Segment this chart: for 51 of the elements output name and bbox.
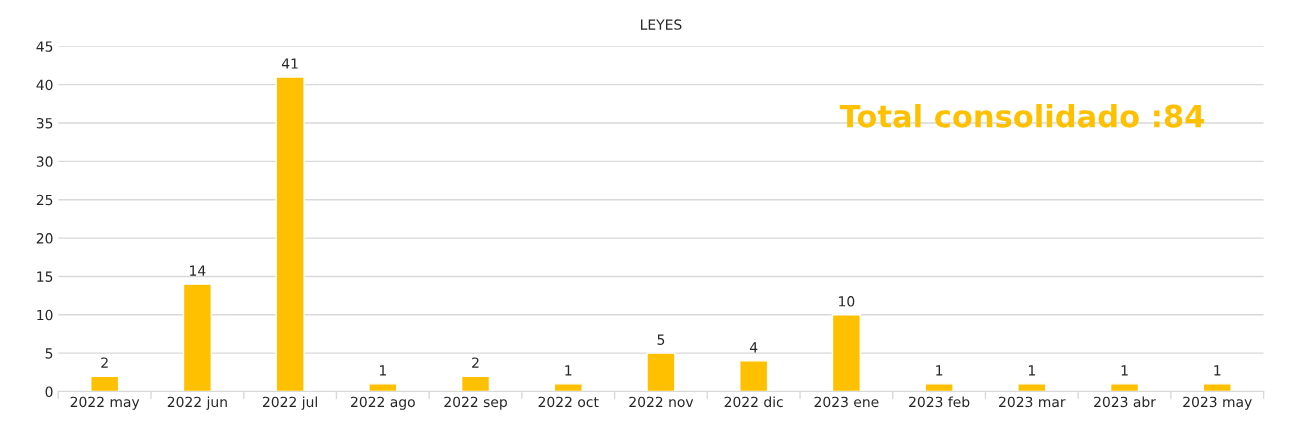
x-tick-label: 2022 jun: [167, 396, 227, 410]
data-label: 10: [839, 296, 855, 307]
data-label: 1: [1028, 365, 1035, 376]
bar: [1017, 383, 1047, 392]
bar: [1202, 383, 1232, 392]
bar: [646, 352, 676, 392]
x-tick-label: 2023 abr: [1094, 396, 1156, 408]
data-label: 4: [749, 342, 758, 353]
data-label: 14: [190, 265, 206, 276]
data-label: 1: [379, 365, 386, 376]
x-tick-label: 2022 oct: [538, 396, 599, 408]
bar: [182, 283, 212, 392]
y-tick-label: 5: [45, 348, 53, 359]
x-tick-label: 2022 sep: [444, 396, 507, 410]
y-tick-label: 15: [37, 271, 53, 282]
data-label: 41: [281, 58, 298, 69]
bar: [924, 383, 954, 392]
x-tick-label: 2023 mar: [999, 396, 1066, 408]
bar: [90, 375, 120, 392]
x-tick-label: 2022 may: [70, 396, 140, 410]
y-tick-label: 10: [37, 309, 53, 321]
y-tick-label: 30: [36, 156, 53, 167]
chart-title: LEYES: [641, 19, 682, 30]
x-tick-label: 2022 ago: [351, 396, 415, 410]
bar: [1109, 383, 1140, 392]
data-label: 2: [101, 357, 108, 368]
bar: [275, 76, 305, 392]
data-label: 1: [936, 365, 943, 376]
bar: [368, 383, 398, 392]
x-tick-label: 2023 feb: [909, 396, 970, 408]
y-tick-label: 45: [36, 41, 53, 52]
x-tick-label: 2023 may: [1183, 396, 1252, 410]
y-tick-label: 35: [36, 117, 53, 129]
y-tick-label: 25: [36, 194, 53, 206]
y-tick-label: 40: [36, 79, 53, 91]
bar: [831, 314, 861, 392]
y-tick-label: 20: [36, 233, 53, 244]
data-label: 2: [472, 357, 479, 368]
y-tick-label: 0: [45, 386, 53, 397]
x-tick-label: 2022 nov: [629, 396, 694, 408]
x-tick-label: 2023 ene: [814, 396, 879, 408]
data-label: 1: [565, 365, 572, 376]
x-tick-label: 2022 jul: [262, 396, 317, 410]
x-tick-label: 2022 dic: [724, 396, 783, 408]
bar: [553, 383, 583, 392]
bar: [460, 375, 491, 392]
data-label: 1: [1121, 365, 1128, 376]
annotation: Total consolidado :84: [839, 104, 1205, 128]
bar: [739, 360, 769, 392]
data-label: 5: [657, 334, 665, 345]
data-label: 1: [1214, 365, 1221, 376]
